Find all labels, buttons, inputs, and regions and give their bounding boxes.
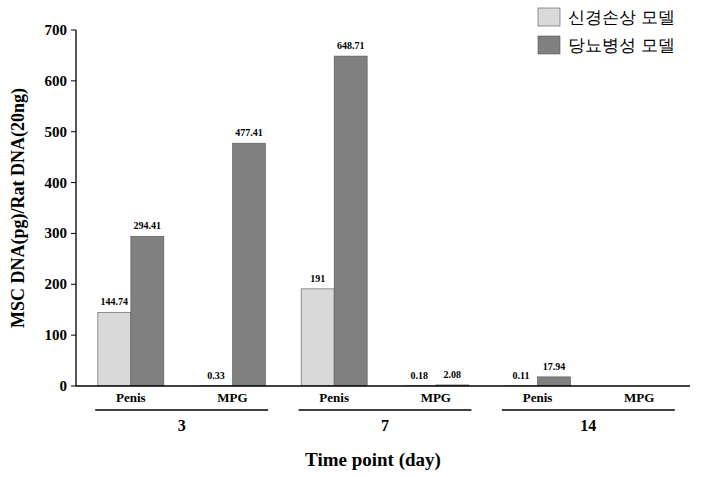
group-line [95, 409, 268, 411]
data-label: 0.11 [513, 370, 530, 381]
x-tick-label: MPG [624, 390, 654, 405]
y-tick-label: 200 [45, 276, 68, 292]
group-line [299, 409, 472, 411]
x-tick-label: MPG [217, 390, 247, 405]
data-label: 191 [310, 273, 325, 284]
y-axis [75, 30, 76, 386]
x-axis-title: Time point (day) [305, 449, 441, 471]
group-line [502, 409, 675, 411]
y-tick [71, 335, 76, 336]
data-label: 648.71 [337, 40, 365, 51]
bar [334, 56, 367, 386]
bars [98, 56, 571, 386]
y-tick [71, 386, 76, 387]
y-tick-label: 500 [45, 124, 68, 140]
bar [131, 236, 164, 386]
y-tick-label: 400 [45, 175, 68, 191]
x-axis [76, 385, 690, 386]
chart-container: 144.74 0.33 191 0.18 0.11 294.41 477.41 648.71 2… [0, 0, 720, 477]
y-axis-title: MSC DNA(pg)/Rat DNA(20ng) [8, 88, 29, 328]
legend-swatch [538, 8, 560, 26]
y-tick-label: 100 [45, 327, 68, 343]
data-label: 144.74 [101, 296, 129, 307]
group-label: 3 [178, 417, 186, 434]
group-label: 7 [381, 417, 389, 434]
legend-label: 당뇨병성 모델 [568, 35, 675, 55]
y-tick-label: 300 [45, 225, 68, 241]
legend-label: 신경손상 모델 [568, 7, 675, 27]
x-tick-label: MPG [421, 390, 451, 405]
y-tick [71, 182, 76, 183]
data-label: 2.08 [444, 369, 462, 380]
data-label: 294.41 [134, 220, 162, 231]
y-tick-label: 600 [45, 73, 68, 89]
x-tick-label: Penis [116, 390, 146, 405]
bar [301, 289, 334, 386]
bar [98, 312, 131, 386]
y-tick [71, 284, 76, 285]
legend-swatch [538, 36, 560, 54]
bar [233, 143, 266, 386]
y-tick [71, 30, 76, 31]
data-label: 17.94 [543, 361, 566, 372]
x-tick-label: Penis [523, 390, 553, 405]
group-label: 14 [580, 417, 596, 434]
y-tick [71, 233, 76, 234]
y-tick-label: 0 [60, 378, 68, 394]
y-tick [71, 131, 76, 132]
y-tick-label: 700 [45, 22, 68, 38]
data-label: 0.18 [411, 370, 429, 381]
chart-svg: 144.74 0.33 191 0.18 0.11 294.41 477.41 648.71 2… [0, 0, 720, 477]
y-tick [71, 80, 76, 81]
x-tick-label: Penis [319, 390, 349, 405]
data-label: 0.33 [207, 370, 225, 381]
data-label: 477.41 [235, 127, 263, 138]
bar [538, 377, 571, 386]
